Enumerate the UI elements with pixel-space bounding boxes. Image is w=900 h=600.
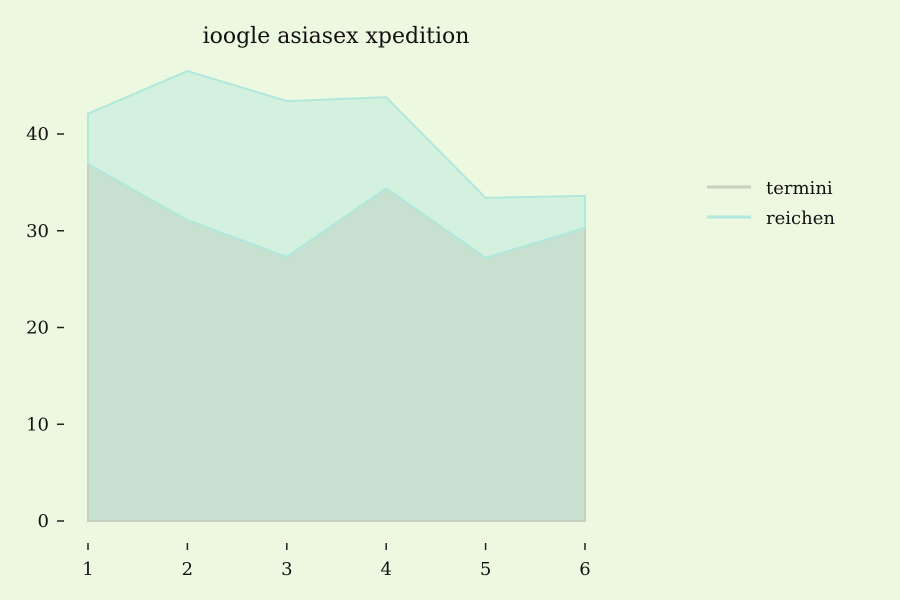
y-tick-label: 20 bbox=[26, 318, 49, 339]
legend-label-termini: termini bbox=[766, 178, 833, 199]
y-axis: 0 10 20 30 40 bbox=[26, 124, 64, 532]
legend: termini reichen bbox=[707, 178, 835, 229]
plot-area bbox=[87, 70, 586, 522]
chart-title: ioogle asiasex xpedition bbox=[203, 24, 470, 49]
y-tick-label: 40 bbox=[26, 124, 49, 145]
x-tick-label: 4 bbox=[380, 559, 391, 580]
area-reichen bbox=[87, 70, 586, 259]
x-tick-label: 3 bbox=[281, 559, 292, 580]
y-tick-label: 0 bbox=[38, 511, 49, 532]
y-tick-label: 10 bbox=[26, 414, 49, 435]
x-tick-label: 5 bbox=[480, 559, 491, 580]
x-tick-label: 2 bbox=[182, 559, 193, 580]
x-tick-label: 1 bbox=[82, 559, 93, 580]
y-tick-label: 30 bbox=[26, 221, 49, 242]
legend-label-reichen: reichen bbox=[766, 208, 835, 229]
x-tick-label: 6 bbox=[579, 559, 590, 580]
x-axis: 1 2 3 4 5 6 bbox=[82, 543, 591, 580]
